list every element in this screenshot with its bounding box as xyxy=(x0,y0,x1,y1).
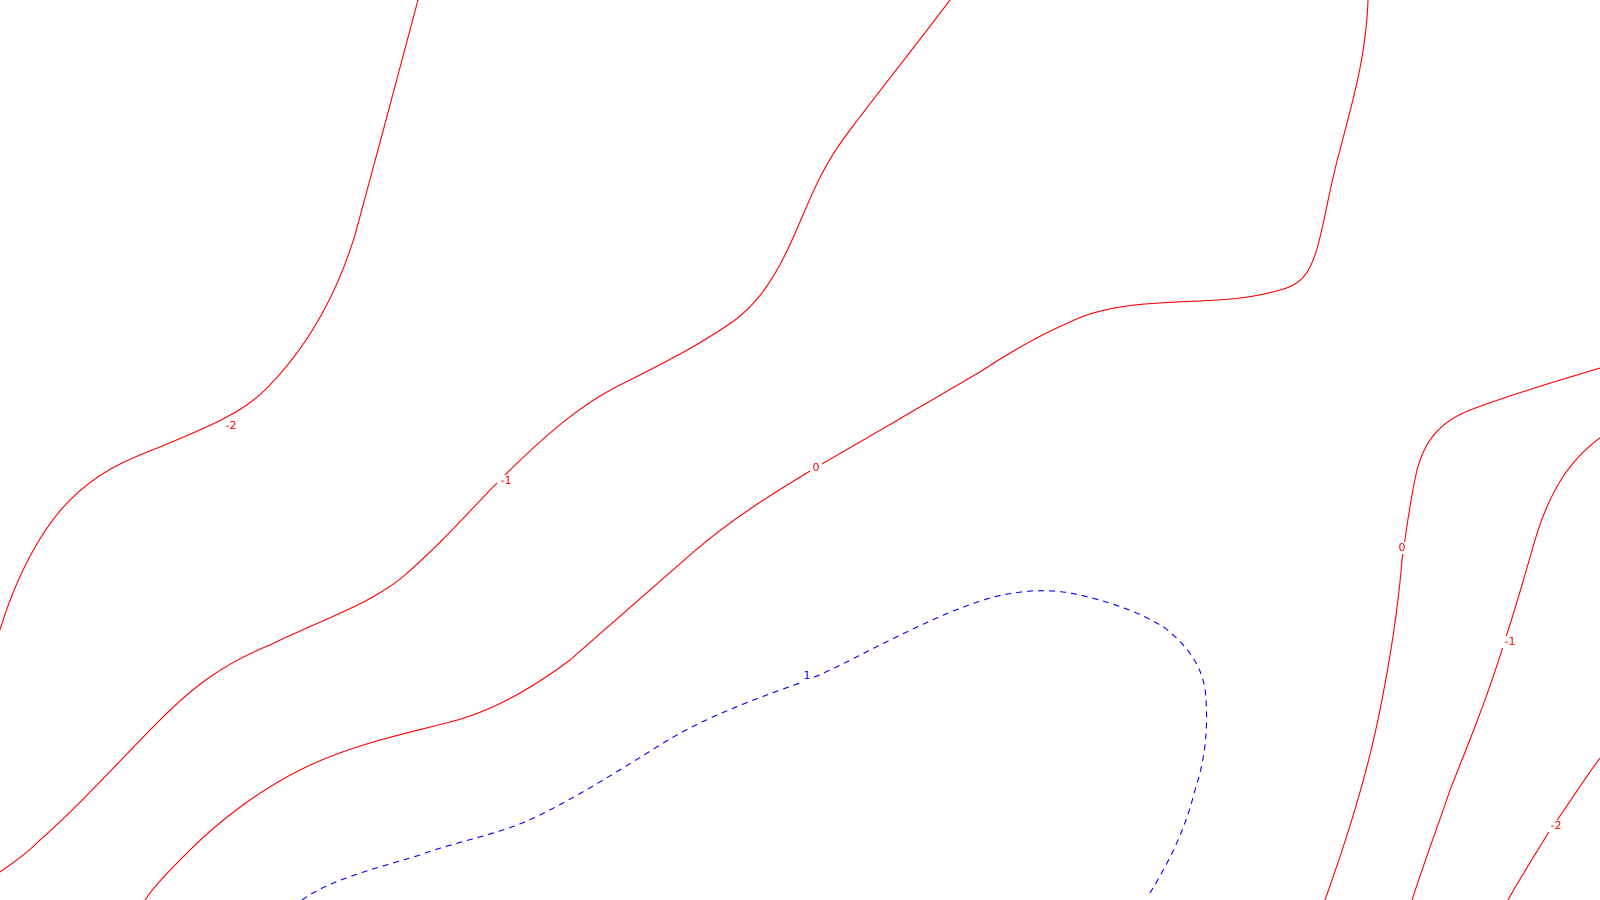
contour-label-neg1-right: -1 xyxy=(1505,635,1516,648)
contour-label-pos1: 1 xyxy=(804,669,811,682)
contour-line-zero-main xyxy=(144,0,1369,900)
contour-label-neg2-right: -2 xyxy=(1551,819,1562,832)
contour-label-bg xyxy=(1501,636,1519,648)
contour-label-neg2-left: -2 xyxy=(226,419,237,432)
contour-label-bg xyxy=(1396,542,1408,554)
contour-label-neg1-left: -1 xyxy=(501,474,512,487)
contour-label-zero-right: 0 xyxy=(1399,541,1406,554)
contour-label-bg xyxy=(801,670,813,682)
contour-label-bg xyxy=(1547,820,1565,832)
contour-label-bg xyxy=(810,462,822,474)
contour-label-bg xyxy=(497,475,515,487)
contour-line-pos1 xyxy=(301,590,1208,900)
contour-line-neg2-left xyxy=(0,0,419,631)
contour-label-bg xyxy=(222,420,240,432)
contour-label-zero-main: 0 xyxy=(813,461,820,474)
